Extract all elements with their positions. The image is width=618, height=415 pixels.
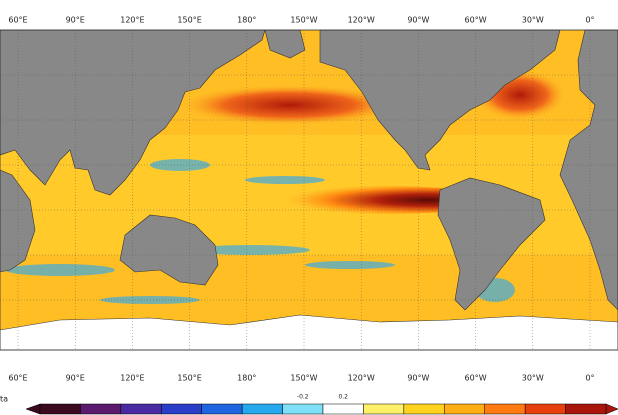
colorbar-segment (282, 403, 324, 415)
colorbar-label: 0.2 (338, 394, 348, 401)
colorbar-segment (120, 403, 162, 415)
lon-label-bottom: 120°E (120, 374, 144, 383)
colorbar-arrow-left (25, 403, 41, 415)
colorbar-segment (201, 403, 243, 415)
lon-label-top: 90°E (66, 16, 85, 25)
lon-label-bottom: 60°W (465, 374, 487, 383)
lon-label-top: 0° (585, 16, 594, 25)
africa-west (0, 169, 36, 273)
colorbar-segment (161, 403, 202, 415)
lon-label-top: 60°E (8, 16, 27, 25)
lon-label-bottom: 60°E (8, 374, 27, 383)
colorbar-segment (524, 403, 566, 415)
map-frame (0, 29, 618, 351)
lon-label-bottom: 90°W (407, 374, 429, 383)
lon-label-top: 150°E (177, 16, 201, 25)
colorbar-segment (322, 403, 364, 415)
colorbar-label: -0.2 (297, 394, 309, 401)
lon-label-top: 180° (237, 16, 256, 25)
lon-label-top: 30°W (522, 16, 544, 25)
south-america (437, 177, 546, 311)
north-america (319, 29, 561, 171)
europe-africa (559, 29, 618, 311)
lon-label-bottom: 150°E (177, 374, 201, 383)
lon-label-bottom: 90°E (66, 374, 85, 383)
lon-label-top: 120°W (348, 16, 375, 25)
lon-label-bottom: 30°W (522, 374, 544, 383)
lon-label-bottom: 150°W (290, 374, 317, 383)
colorbar-segment (403, 403, 445, 415)
land (0, 29, 618, 311)
colorbar-segment (484, 403, 526, 415)
lon-label-bottom: 120°W (348, 374, 375, 383)
lon-label-top: 90°W (407, 16, 429, 25)
lon-label-bottom: 0° (585, 374, 594, 383)
colorbar-segment (444, 403, 485, 415)
lon-label-top: 150°W (290, 16, 317, 25)
colorbar-segment (363, 403, 405, 415)
colorbar-arrow-right (605, 403, 618, 415)
lon-label-top: 120°E (120, 16, 144, 25)
lon-label-top: 60°W (465, 16, 487, 25)
axis-labels: 60°E 90°E 120°E 150°E 180° 150°W 120°W 90°W 60°W… (8, 16, 594, 383)
colorbar-segment (241, 403, 283, 415)
colorbar-segment (565, 403, 607, 415)
cut-label: ta (0, 395, 8, 404)
antarctica (0, 314, 618, 351)
eurasia (0, 29, 266, 196)
colorbar: -0.2 0.2 (25, 394, 618, 415)
map-area (0, 29, 618, 351)
graticule (0, 30, 618, 350)
colorbar-segment (80, 403, 122, 415)
colorbar-segment (39, 403, 81, 415)
north-pacific-warm-band (180, 85, 400, 125)
lon-label-bottom: 180° (237, 374, 256, 383)
